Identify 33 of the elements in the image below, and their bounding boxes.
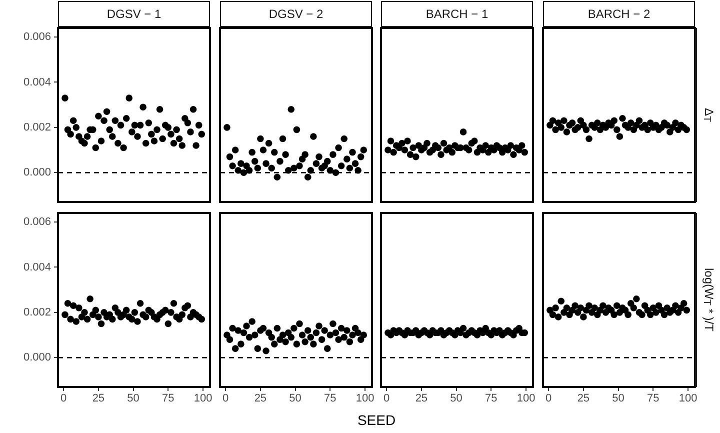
x-tick-label: 0 [546, 392, 552, 405]
y-tick-label: 0.004 [23, 76, 51, 88]
x-tick-label: 75 [162, 392, 174, 405]
x-tick-label: 100 [356, 392, 374, 405]
x-tick-label: 0 [222, 392, 229, 405]
y-tick-label: 0.004 [23, 261, 51, 274]
x-tick-label: 75 [647, 392, 660, 405]
chart-title: BARCH − 2 [543, 1, 695, 27]
chart-title: BARCH − 1 [381, 1, 533, 27]
x-tick-label: 0 [384, 392, 390, 405]
x-tick-label: 0 [60, 392, 67, 405]
x-tick-label: 100 [678, 392, 698, 405]
y-tick-label: 0.006 [23, 216, 51, 228]
x-tick-label: 25 [92, 392, 105, 405]
chart-title: DGSV − 1 [58, 1, 210, 27]
x-tick-label: 100 [516, 392, 536, 405]
y-tick-label: 0.002 [23, 306, 51, 318]
x-tick-label: 50 [289, 392, 302, 405]
x-tick-label: 50 [450, 392, 462, 405]
chart-title: DGSV − 2 [220, 1, 372, 27]
y-tick-label: 0.000 [23, 166, 51, 179]
y-tick-label: 0.006 [23, 31, 51, 44]
x-tick-label: 50 [127, 392, 140, 405]
x-tick-label: 75 [324, 392, 336, 405]
x-axis-title: SEED [357, 412, 396, 428]
x-tick-label: 50 [612, 392, 624, 405]
x-tick-label: 25 [577, 392, 590, 405]
y-tick-label: 0.000 [23, 352, 51, 364]
y-tick-label: 0.002 [23, 121, 51, 134]
x-tick-label: 25 [415, 392, 428, 405]
x-tick-label: 25 [254, 392, 267, 405]
x-tick-label: 100 [194, 392, 212, 405]
x-tick-label: 75 [485, 392, 498, 405]
